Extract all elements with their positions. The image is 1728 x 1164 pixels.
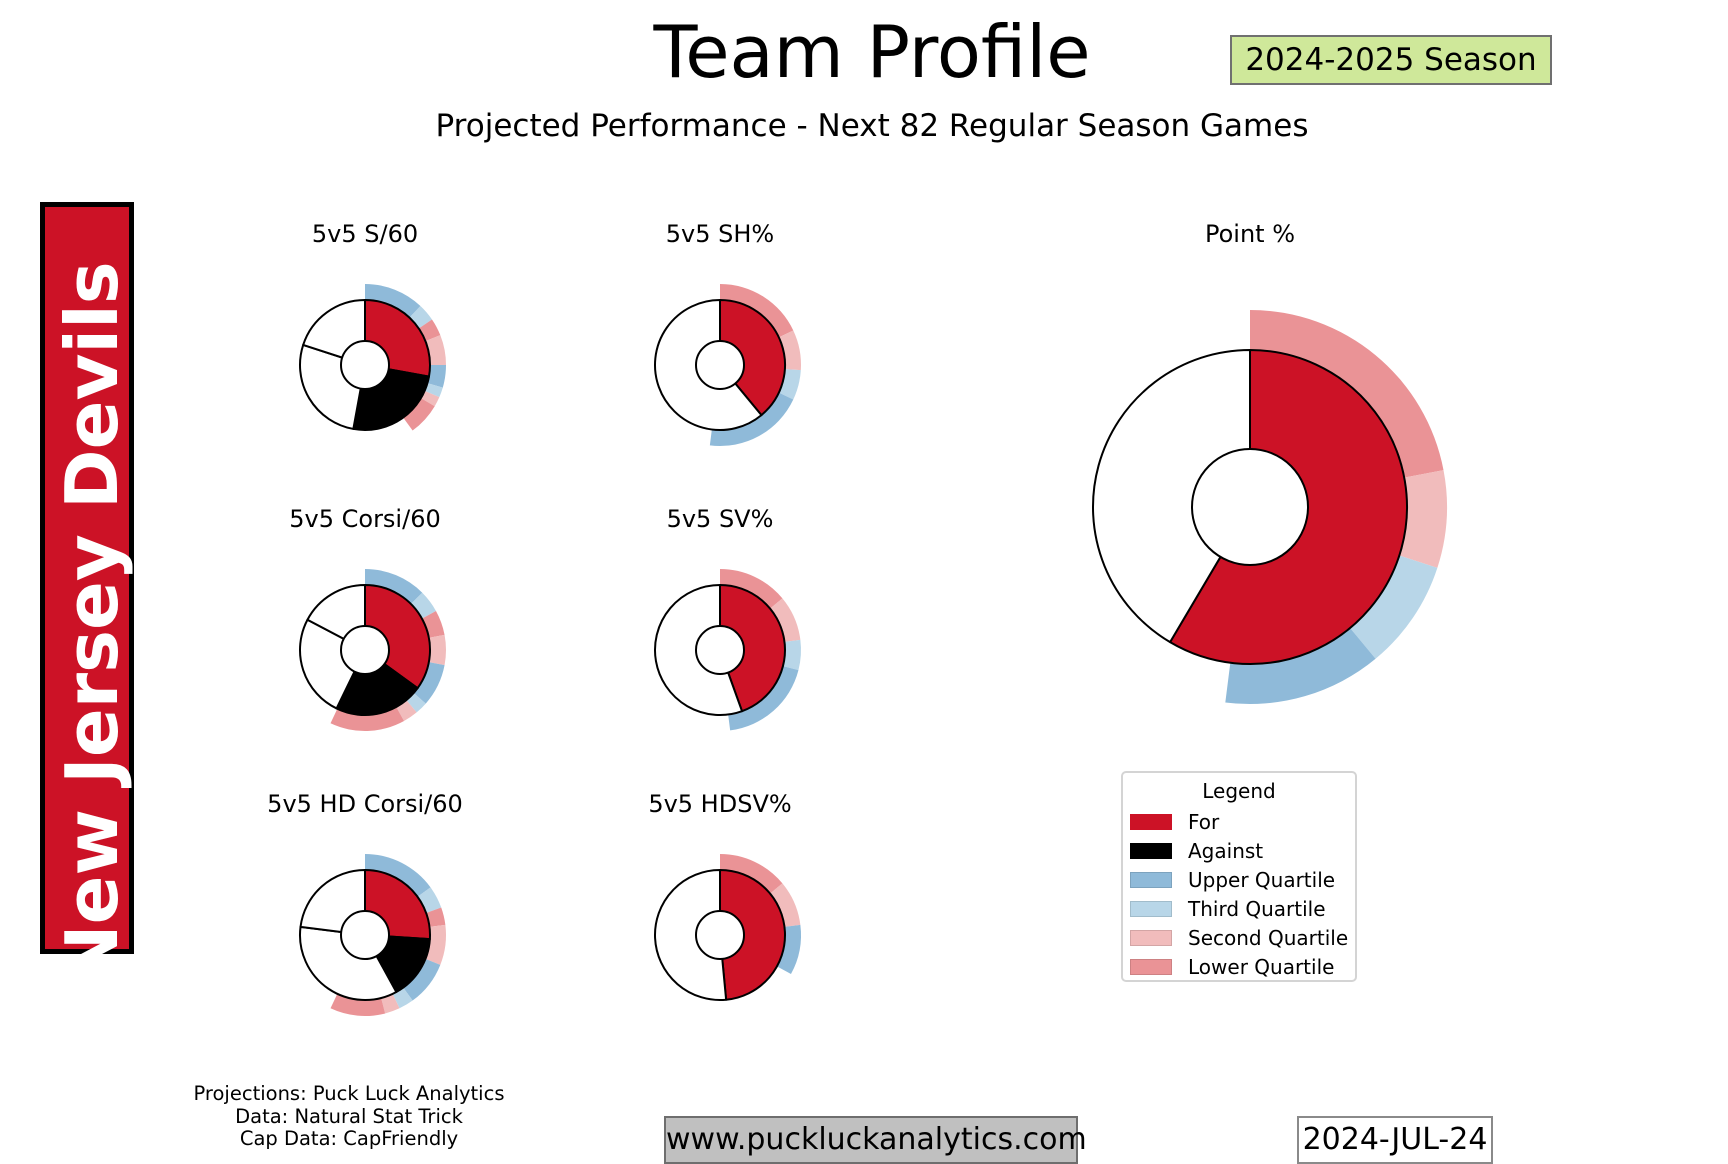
quartile-arc-upper-quartile bbox=[1225, 627, 1376, 704]
legend-label: Second Quartile bbox=[1188, 926, 1349, 950]
quartile-arc-lower-quartile bbox=[426, 907, 446, 927]
quartile-arc-second-quartile bbox=[1399, 470, 1447, 568]
legend-label: For bbox=[1188, 810, 1220, 834]
legend-title: Legend bbox=[1202, 779, 1276, 803]
donut-5v5-hd-corsi-60: 5v5 HD Corsi/60 bbox=[267, 790, 463, 1017]
legend-label: Against bbox=[1188, 839, 1264, 863]
quartile-arc-third-quartile bbox=[392, 987, 413, 1009]
donut-5v5-corsi-60: 5v5 Corsi/60 bbox=[289, 505, 446, 731]
donut-hole bbox=[340, 340, 390, 390]
wedge-for bbox=[364, 584, 431, 690]
chart-title: Point % bbox=[1205, 220, 1295, 248]
page-subtitle-text: Projected Performance - Next 82 Regular … bbox=[435, 108, 1309, 144]
chart-title: 5v5 SH% bbox=[666, 220, 774, 248]
season-badge: 2024-2025 Season bbox=[1230, 35, 1552, 85]
donut-hole bbox=[695, 625, 745, 675]
donut-5v5-hdsv: 5v5 HDSV% bbox=[648, 790, 801, 1001]
donut-5v5-sh: 5v5 SH% bbox=[654, 220, 801, 447]
wedge-for bbox=[719, 869, 786, 1001]
legend-label: Upper Quartile bbox=[1188, 868, 1336, 892]
credit-line: Data: Natural Stat Trick bbox=[235, 1104, 463, 1128]
quartile-arc-lower-quartile bbox=[720, 854, 783, 894]
quartile-arc-lower-quartile bbox=[720, 569, 783, 609]
quartile-arc-lower-quartile bbox=[403, 398, 435, 431]
quartile-arc-second-quartile bbox=[778, 330, 801, 371]
quartile-arc-second-quartile bbox=[770, 883, 801, 927]
date-badge: 2024-JUL-24 bbox=[1297, 1116, 1493, 1164]
legend-swatch-for bbox=[1130, 814, 1172, 830]
quartile-arc-second-quartile bbox=[396, 700, 417, 721]
quartile-arc-third-quartile bbox=[782, 639, 801, 671]
donut-hole bbox=[695, 910, 745, 960]
chart-title: 5v5 SV% bbox=[667, 505, 774, 533]
page-title-text: Team Profile bbox=[653, 10, 1091, 94]
quartile-arc-upper-quartile bbox=[728, 666, 799, 731]
quartile-arc-lower-quartile bbox=[1250, 310, 1444, 478]
quartile-arc-upper-quartile bbox=[776, 924, 801, 975]
donut-hole bbox=[340, 910, 390, 960]
wedge-remainder bbox=[299, 925, 398, 1001]
data-credits: Projections: Puck Luck Analytics Data: N… bbox=[188, 1082, 510, 1151]
page-title: Team Profile bbox=[0, 12, 1728, 92]
wedge-against bbox=[335, 649, 419, 716]
legend-swatch-upper-quartile bbox=[1130, 872, 1172, 888]
team-banner: New Jersey Devils bbox=[40, 202, 134, 985]
quartile-arc-second-quartile bbox=[428, 634, 446, 666]
donut-point: Point % bbox=[1092, 220, 1447, 704]
legend-label: Lower Quartile bbox=[1188, 955, 1335, 979]
quartile-arc-upper-quartile bbox=[709, 392, 794, 447]
wedge-for bbox=[719, 299, 786, 417]
donut-5v5-sv: 5v5 SV% bbox=[654, 505, 801, 731]
quartile-arc-second-quartile bbox=[381, 993, 400, 1014]
donut-hole bbox=[695, 340, 745, 390]
quartile-arc-upper-quartile bbox=[365, 284, 421, 318]
quartile-arc-upper-quartile bbox=[365, 854, 431, 897]
quartile-arc-third-quartile bbox=[1350, 555, 1438, 659]
donut-hole bbox=[340, 625, 390, 675]
quartile-arc-third-quartile bbox=[406, 692, 426, 713]
donut-hole bbox=[1191, 448, 1309, 566]
quartile-arc-upper-quartile bbox=[427, 365, 446, 388]
wedge-for bbox=[719, 584, 786, 713]
credit-line: Projections: Puck Luck Analytics bbox=[193, 1082, 505, 1105]
chart-title: 5v5 HD Corsi/60 bbox=[267, 790, 463, 818]
quartile-arc-upper-quartile bbox=[413, 662, 445, 704]
website-link[interactable]: www.puckluckanalytics.com bbox=[664, 1116, 1087, 1164]
quartile-arc-lower-quartile bbox=[330, 993, 386, 1017]
legend-swatch-lower-quartile bbox=[1130, 959, 1172, 975]
donut-5v5-s-60: 5v5 S/60 bbox=[299, 220, 446, 431]
wedge-remainder bbox=[654, 869, 728, 1001]
quartile-arc-third-quartile bbox=[410, 592, 436, 619]
chart-title: 5v5 HDSV% bbox=[648, 790, 791, 818]
quartile-arc-third-quartile bbox=[424, 383, 443, 398]
quartile-arc-upper-quartile bbox=[365, 569, 423, 605]
legend: Legend For Against Upper Quartile Third … bbox=[1121, 771, 1357, 982]
page-subtitle: Projected Performance - Next 82 Regular … bbox=[0, 106, 1728, 146]
quartile-arc-second-quartile bbox=[770, 598, 801, 642]
credit-line: Cap Data: CapFriendly bbox=[239, 1127, 459, 1150]
legend-swatch-second-quartile bbox=[1130, 930, 1172, 946]
chart-title: 5v5 Corsi/60 bbox=[289, 505, 440, 533]
quartile-arc-upper-quartile bbox=[403, 958, 441, 1001]
wedge-remainder bbox=[1092, 349, 1251, 644]
quartile-arc-second-quartile bbox=[420, 390, 440, 407]
legend-label: Third Quartile bbox=[1188, 897, 1326, 921]
legend-swatch-third-quartile bbox=[1130, 901, 1172, 917]
legend-swatch-against bbox=[1130, 843, 1172, 859]
chart-title: 5v5 S/60 bbox=[312, 220, 418, 248]
quartile-arc-lower-quartile bbox=[330, 706, 405, 731]
